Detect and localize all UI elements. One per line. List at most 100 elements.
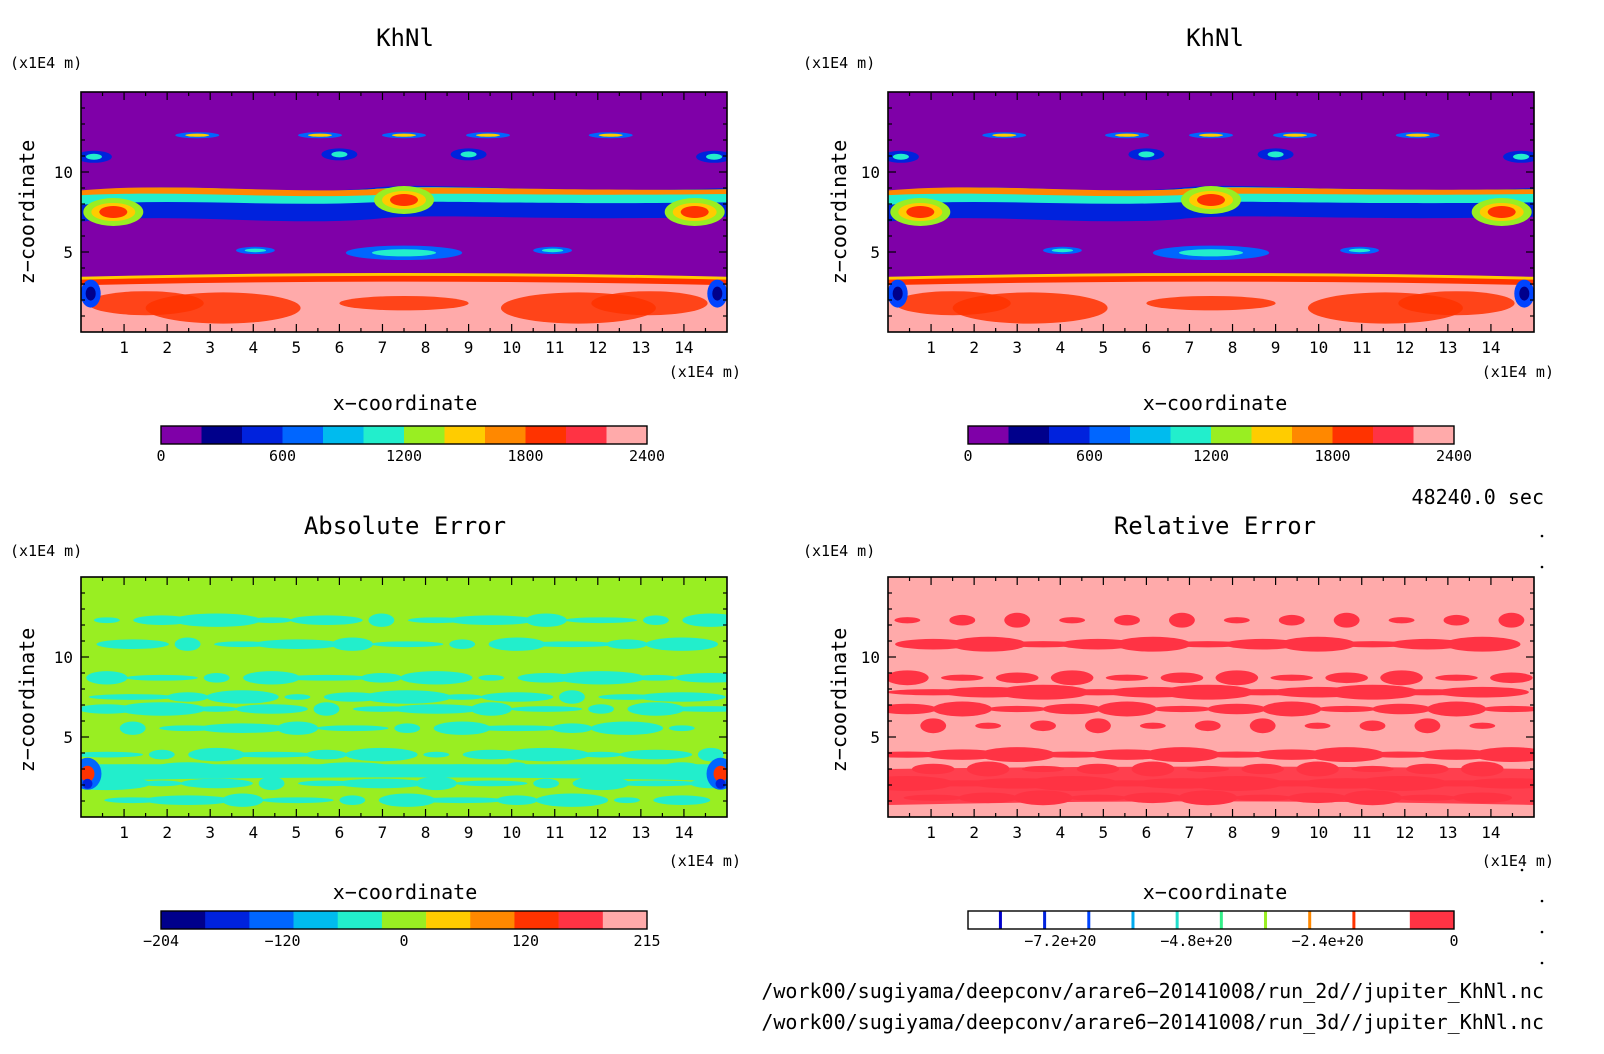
colorbar-swatch	[1409, 911, 1455, 929]
colorbar-swatch	[242, 426, 283, 444]
colorbar-label: −4.8e+20	[1160, 932, 1232, 950]
colorbar-level-marker	[1308, 911, 1312, 929]
x-tick-label: 13	[1438, 823, 1457, 842]
x-tick-label: 2	[162, 338, 172, 357]
colorbar-label: 1200	[1193, 447, 1229, 465]
x-tick-label: 9	[1271, 338, 1281, 357]
x-tick-label: 3	[205, 823, 215, 842]
margin-dots	[1520, 534, 1544, 965]
x-tick-label: 14	[674, 823, 693, 842]
colorbar-swatch	[1170, 426, 1212, 444]
x-tick-label: 6	[335, 823, 345, 842]
panel-title: Absolute Error	[304, 512, 506, 540]
z-unit-label: (x1E4 m)	[10, 542, 82, 560]
colorbar-label: −2.4e+20	[1292, 932, 1364, 950]
colorbar-swatch	[337, 911, 383, 929]
colorbar-swatch	[1292, 426, 1333, 444]
x-tick-label: 13	[1438, 338, 1457, 357]
contour-fill	[888, 577, 1534, 817]
colorbar-frame	[967, 910, 1455, 930]
x-unit-label: (x1E4 m)	[1482, 363, 1554, 381]
x-tick-label: 5	[292, 823, 302, 842]
contour-fill	[81, 92, 727, 332]
colorbar-level-marker	[1087, 911, 1091, 929]
z-axis-label: z−coordinate	[15, 628, 39, 773]
colorbar-label: −120	[264, 932, 300, 950]
colorbar-level-marker	[998, 911, 1002, 929]
z-tick-label: 10	[54, 163, 73, 182]
colorbar-swatch	[566, 426, 607, 444]
colorbar-swatch	[201, 426, 243, 444]
x-unit-label: (x1E4 m)	[669, 852, 741, 870]
z-tick-labels: 5 10	[54, 107, 727, 317]
z-tick-label: 10	[861, 648, 880, 667]
z-tick-labels: 5 10	[54, 592, 727, 802]
colorbar-label: 2400	[629, 447, 665, 465]
colorbar-label: 0	[399, 932, 408, 950]
x-tick-label: 7	[1185, 338, 1195, 357]
colorbar: −7.2e+20 −4.8e+20 −2.4e+20 0	[967, 910, 1459, 950]
x-tick-label: 8	[1228, 823, 1238, 842]
colorbar-swatch	[1089, 426, 1131, 444]
x-tick-label: 12	[1395, 823, 1414, 842]
colorbar-swatch	[1277, 911, 1322, 929]
x-tick-label: 13	[631, 823, 650, 842]
x-tick-label: 3	[1012, 338, 1022, 357]
x-tick-labels: 1 2 3 4 5 6 7 8 9 10 11 12 13 14	[101, 577, 707, 842]
colorbar-label: 600	[269, 447, 296, 465]
x-tick-label: 11	[1352, 338, 1371, 357]
file-path-3d: /work00/sugiyama/deepconv/arare6−2014100…	[761, 1010, 1544, 1034]
colorbar: −204 −120 0 120 215	[143, 910, 661, 950]
x-tick-label: 4	[1055, 823, 1065, 842]
colorbar-swatch	[1008, 426, 1050, 444]
colorbar-label: 1200	[386, 447, 422, 465]
x-tick-label: 3	[1012, 823, 1022, 842]
x-tick-labels: 1 2 3 4 5 6 7 8 9 10 11 12 13 14	[908, 577, 1514, 842]
x-tick-label: 6	[1142, 823, 1152, 842]
contour-plot-khnl-left	[80, 91, 728, 333]
contour-fill	[888, 92, 1534, 332]
x-tick-label: 7	[1185, 823, 1195, 842]
colorbar-label: 1800	[507, 447, 543, 465]
x-tick-label: 5	[1099, 823, 1109, 842]
x-tick-label: 2	[969, 823, 979, 842]
colorbar-level-marker	[1131, 911, 1135, 929]
colorbar-swatch	[323, 426, 364, 444]
x-tick-label: 13	[631, 338, 650, 357]
colorbar-swatch	[363, 426, 405, 444]
colorbar-swatch	[558, 911, 604, 929]
colorbar-swatch	[161, 426, 202, 444]
x-tick-label: 10	[1309, 823, 1328, 842]
x-tick-label: 1	[926, 823, 936, 842]
colorbar-label: 0	[1449, 932, 1458, 950]
x-tick-label: 7	[378, 823, 388, 842]
z-axis-label: z−coordinate	[827, 628, 851, 773]
z-unit-label: (x1E4 m)	[10, 54, 82, 72]
x-tick-label: 9	[1271, 823, 1281, 842]
x-tick-label: 8	[1228, 338, 1238, 357]
x-tick-label: 3	[205, 338, 215, 357]
colorbar-level-marker	[1352, 911, 1356, 929]
colorbar-swatch	[1413, 426, 1455, 444]
colorbar-frame	[160, 425, 648, 445]
z-axis-label: z−coordinate	[827, 140, 851, 285]
x-tick-label: 9	[464, 338, 474, 357]
colorbar-label: −204	[143, 932, 179, 950]
z-unit-label: (x1E4 m)	[803, 54, 875, 72]
colorbar-label: 120	[512, 932, 539, 950]
x-tick-label: 12	[588, 823, 607, 842]
x-tick-label: 10	[1309, 338, 1328, 357]
z-tick-labels: 5 10	[861, 592, 1534, 802]
x-axis-label: x−coordinate	[1143, 391, 1288, 415]
x-tick-label: 6	[335, 338, 345, 357]
colorbar-swatch	[1188, 911, 1234, 929]
x-tick-label: 5	[292, 338, 302, 357]
x-tick-label: 1	[119, 338, 129, 357]
z-tick-label: 5	[63, 243, 73, 262]
x-tick-label: 10	[502, 338, 521, 357]
panel-title: KhNl	[1186, 24, 1244, 52]
contour-fill	[81, 577, 727, 817]
colorbar-swatch	[1130, 426, 1171, 444]
x-tick-label: 2	[969, 338, 979, 357]
z-tick-label: 5	[63, 728, 73, 747]
